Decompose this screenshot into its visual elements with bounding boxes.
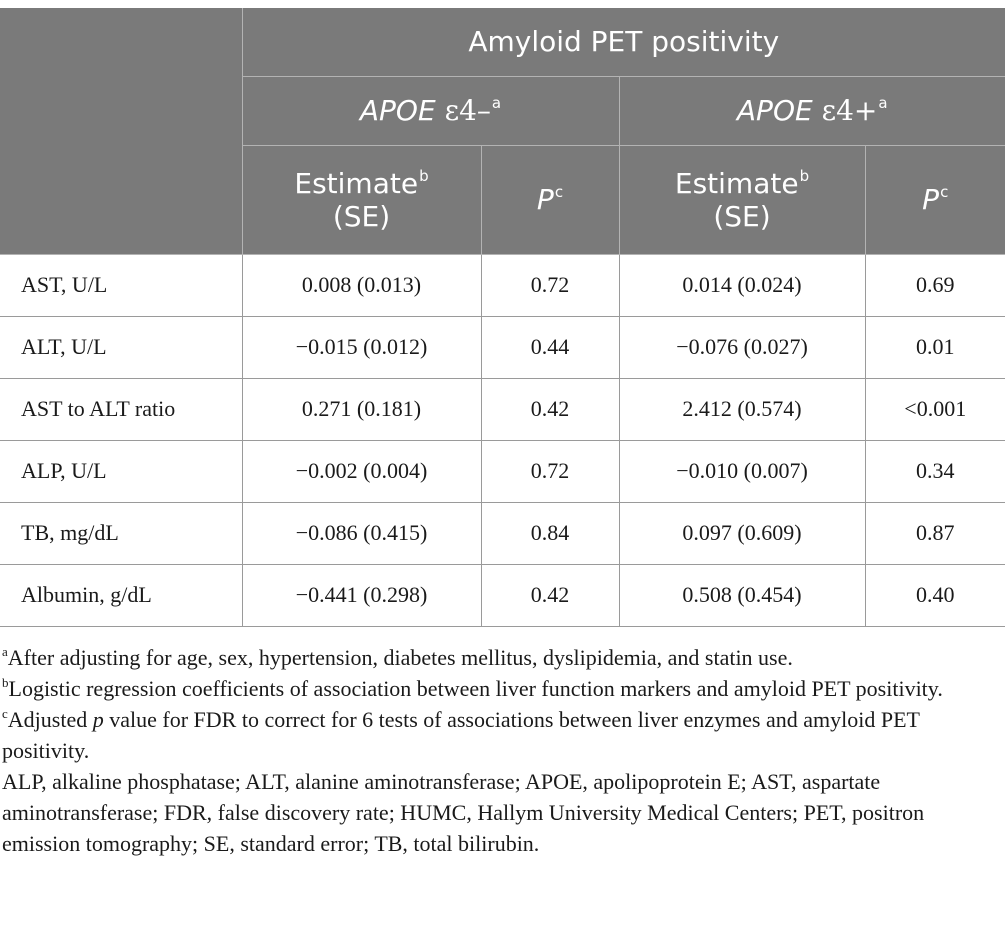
pos-estimate: 0.014 (0.024)	[618, 254, 865, 317]
table-body: AST, U/L 0.008 (0.013) 0.72 0.014 (0.024…	[0, 254, 1005, 627]
table-row: AST to ALT ratio 0.271 (0.181) 0.42 2.41…	[0, 378, 1005, 441]
row-label: AST, U/L	[0, 254, 242, 317]
pos-p-value: <0.001	[864, 378, 1005, 441]
pos-p-value: 0.01	[864, 316, 1005, 379]
table-header: Amyloid PET positivity APOE ε4–a APOE ε4…	[0, 8, 1005, 255]
neg-p-value: 0.42	[480, 378, 619, 441]
neg-p-value: 0.84	[480, 502, 619, 565]
row-label: AST to ALT ratio	[0, 378, 242, 441]
neg-estimate: −0.441 (0.298)	[241, 564, 481, 627]
neg-estimate: −0.002 (0.004)	[241, 440, 481, 503]
pos-estimate: 0.508 (0.454)	[618, 564, 865, 627]
neg-p-header: Pc	[480, 145, 619, 255]
abbreviations-note: ALP, alkaline phosphatase; ALT, alanine …	[2, 769, 925, 856]
pos-p-value: 0.34	[864, 440, 1005, 503]
pos-estimate: 0.097 (0.609)	[618, 502, 865, 565]
group-title: Amyloid PET positivity	[241, 8, 1005, 77]
pos-estimate-header: Estimateb (SE)	[618, 145, 865, 255]
row-label: ALP, U/L	[0, 440, 242, 503]
pos-p-header: Pc	[864, 145, 1005, 255]
neg-p-value: 0.72	[480, 254, 619, 317]
row-label: TB, mg/dL	[0, 502, 242, 565]
table-row: ALT, U/L −0.015 (0.012) 0.44 −0.076 (0.0…	[0, 316, 1005, 379]
neg-p-value: 0.72	[480, 440, 619, 503]
header-corner	[0, 8, 242, 255]
table-footnotes: aAfter adjusting for age, sex, hypertens…	[2, 642, 1002, 859]
neg-estimate: 0.008 (0.013)	[241, 254, 481, 317]
row-label: Albumin, g/dL	[0, 564, 242, 627]
neg-p-value: 0.44	[480, 316, 619, 379]
pos-p-value: 0.40	[864, 564, 1005, 627]
footnote-a: aAfter adjusting for age, sex, hypertens…	[2, 644, 793, 670]
neg-estimate: −0.015 (0.012)	[241, 316, 481, 379]
pos-estimate: 2.412 (0.574)	[618, 378, 865, 441]
neg-p-value: 0.42	[480, 564, 619, 627]
apoe-e4-negative-header: APOE ε4–a	[241, 76, 619, 146]
results-table: Amyloid PET positivity APOE ε4–a APOE ε4…	[0, 8, 1005, 627]
row-label: ALT, U/L	[0, 316, 242, 379]
table-row: ALP, U/L −0.002 (0.004) 0.72 −0.010 (0.0…	[0, 440, 1005, 503]
pos-estimate: −0.076 (0.027)	[618, 316, 865, 379]
footnote-b: bLogistic regression coefficients of ass…	[2, 675, 943, 701]
table-row: TB, mg/dL −0.086 (0.415) 0.84 0.097 (0.6…	[0, 502, 1005, 565]
table-row: Albumin, g/dL −0.441 (0.298) 0.42 0.508 …	[0, 564, 1005, 627]
neg-estimate: −0.086 (0.415)	[241, 502, 481, 565]
apoe-e4-positive-header: APOE ε4+a	[618, 76, 1005, 146]
table-row: AST, U/L 0.008 (0.013) 0.72 0.014 (0.024…	[0, 254, 1005, 317]
neg-estimate-header: Estimateb (SE)	[241, 145, 481, 255]
neg-estimate: 0.271 (0.181)	[241, 378, 481, 441]
pos-estimate: −0.010 (0.007)	[618, 440, 865, 503]
pos-p-value: 0.87	[864, 502, 1005, 565]
pos-p-value: 0.69	[864, 254, 1005, 317]
footnote-c: cAdjusted p value for FDR to correct for…	[2, 706, 920, 763]
